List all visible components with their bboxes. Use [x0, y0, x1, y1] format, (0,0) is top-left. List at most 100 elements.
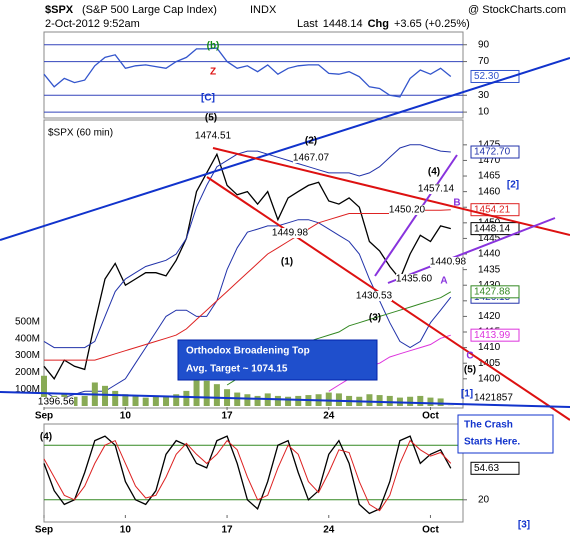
price-label: 1440.98 — [430, 257, 467, 268]
price-label: 1450.20 — [389, 205, 426, 216]
volume-bar — [437, 398, 444, 406]
value-label: 1472.70 — [474, 147, 511, 158]
value-label: 54.63 — [474, 463, 499, 474]
wave-label: (1) — [281, 257, 293, 268]
stoch-panel — [43, 423, 464, 523]
series-line — [44, 209, 451, 361]
trend-line — [374, 154, 458, 277]
chg-value: +3.65 (+0.25%) — [394, 18, 470, 30]
series-line — [43, 47, 452, 98]
volume-bar — [254, 395, 261, 406]
y-tick-label: 1470 — [478, 155, 501, 166]
value-box — [470, 285, 520, 299]
x-tick-label: 17 — [221, 411, 233, 422]
y-tick-label: 500M — [15, 317, 40, 328]
y-tick-label: 300M — [15, 350, 40, 361]
price-label: 1435.60 — [396, 274, 433, 285]
x-tick-label: Sep — [35, 411, 53, 422]
volume-bar — [386, 395, 393, 406]
x-tick-label: 10 — [120, 411, 132, 422]
trend-line — [212, 147, 570, 236]
volume-bar — [193, 372, 200, 406]
volume-bar — [244, 394, 251, 406]
y-tick-label: 1460 — [478, 186, 501, 197]
y-tick-label: 90 — [478, 39, 490, 50]
wave-label: (4) — [428, 167, 440, 178]
price-label: 1457.14 — [418, 184, 455, 195]
wave-label: [3] — [518, 520, 530, 531]
value-label: 1413.99 — [474, 330, 511, 341]
y-tick-label: 10 — [478, 107, 490, 118]
price-label-bg — [356, 291, 392, 301]
volume-bar — [427, 397, 434, 406]
volume-bar — [41, 375, 47, 406]
volume-bar — [163, 395, 170, 406]
volume-bar — [376, 395, 383, 406]
value-label: 1448.14 — [474, 223, 511, 234]
price-label-bg — [389, 205, 425, 215]
x-tick-label: Oct — [422, 411, 439, 422]
value-box — [470, 461, 520, 475]
price-label: 1467.07 — [293, 153, 330, 164]
price-label-bg — [272, 228, 308, 238]
price-label: 1430.53 — [356, 291, 393, 302]
crash-box — [457, 414, 554, 454]
wave-label: [C] — [201, 93, 215, 104]
y-tick-label: 1465 — [478, 171, 501, 182]
value-label: 1427.88 — [474, 286, 511, 297]
volume-bar — [102, 385, 109, 406]
wave-label: A — [440, 276, 447, 287]
price-label-bg — [195, 131, 231, 141]
volume-bar — [183, 390, 190, 406]
series-line — [43, 439, 452, 512]
x-tick-label: 24 — [323, 411, 335, 422]
trend-line — [387, 217, 556, 284]
volume-bar — [295, 395, 302, 406]
source: @ StockCharts.com — [468, 4, 566, 16]
volume-bar — [173, 394, 180, 406]
y-tick-label: 1405 — [478, 358, 501, 369]
crash-note: The Crash — [464, 420, 513, 431]
price-label: 1449.98 — [272, 228, 309, 239]
volume-bar — [81, 395, 88, 406]
panel-title: $SPX (60 min) — [48, 128, 113, 139]
trend-lines — [0, 57, 570, 421]
price-label: 1474.51 — [195, 131, 232, 142]
wave-label: (b) — [207, 41, 220, 52]
price-label-bg — [430, 257, 466, 267]
volume-bar — [285, 396, 292, 406]
value-box — [470, 145, 520, 159]
value-label: 1421857 — [474, 393, 513, 404]
volume-bar — [142, 397, 149, 406]
volume-bar — [122, 394, 129, 406]
volume-bar — [213, 384, 220, 406]
series-line — [43, 152, 451, 380]
wave-label: (5) — [205, 113, 217, 124]
volume-bar — [132, 395, 139, 406]
value-box — [470, 328, 520, 342]
x-tick-label: 24 — [323, 525, 335, 536]
price-label-bg — [38, 397, 74, 407]
y-tick-label: 70 — [478, 56, 490, 67]
volume-bar — [274, 395, 281, 406]
y-tick-label: 1400 — [478, 373, 501, 384]
volume-bar — [407, 396, 414, 406]
y-tick-label: 30 — [478, 90, 490, 101]
wave-label: (5) — [464, 365, 476, 376]
wave-label: (4) — [40, 432, 52, 443]
value-box — [470, 222, 520, 236]
volume-bar — [203, 380, 210, 406]
y-tick-label: 1440 — [478, 249, 501, 260]
y-tick-label: 1410 — [478, 342, 501, 353]
volume-bar — [112, 390, 119, 406]
series-line — [43, 144, 451, 349]
target-box — [177, 339, 378, 381]
marks: 1030709052.30140014051410141514201425143… — [15, 39, 520, 536]
y-tick-label: 1445 — [478, 233, 501, 244]
y-tick-label: 200M — [15, 367, 40, 378]
symbol: $SPX — [45, 4, 74, 16]
value-label: 1454.21 — [474, 204, 511, 215]
price-label-bg — [396, 274, 432, 284]
value-label: 52.30 — [474, 71, 499, 82]
chg-label: Chg — [368, 18, 389, 30]
